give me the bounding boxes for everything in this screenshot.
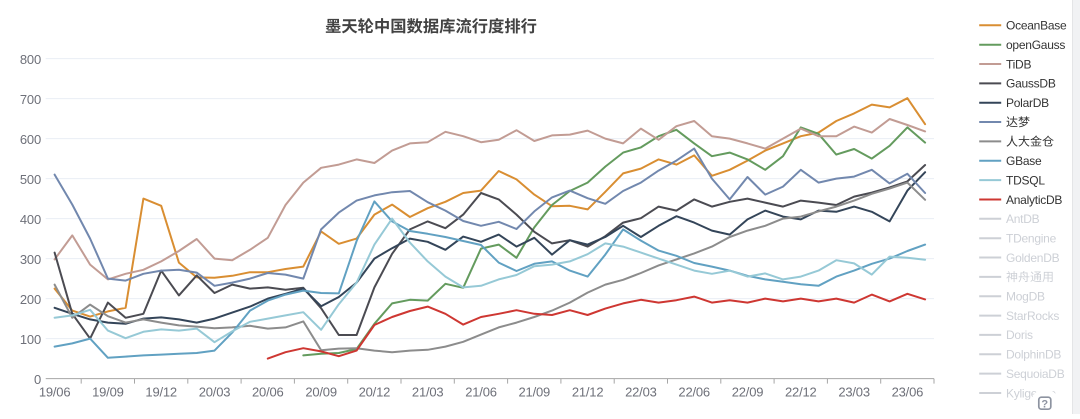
svg-text:openGauss: openGauss	[1006, 38, 1065, 52]
svg-text:OceanBase: OceanBase	[1006, 19, 1067, 33]
svg-text:600: 600	[20, 132, 41, 147]
svg-text:22/06: 22/06	[678, 385, 710, 400]
svg-text:21/09: 21/09	[519, 385, 551, 400]
svg-text:400: 400	[20, 212, 41, 227]
svg-text:19/06: 19/06	[39, 385, 71, 400]
svg-text:MogDB: MogDB	[1006, 290, 1045, 304]
svg-text:22/12: 22/12	[785, 385, 817, 400]
svg-text:23/03: 23/03	[838, 385, 870, 400]
svg-text:GaussDB: GaussDB	[1006, 77, 1056, 91]
svg-text:21/12: 21/12	[572, 385, 604, 400]
svg-text:AntDB: AntDB	[1006, 212, 1040, 226]
svg-text:700: 700	[20, 92, 41, 107]
svg-text:PolarDB: PolarDB	[1006, 96, 1049, 110]
svg-text:DolphinDB: DolphinDB	[1006, 348, 1061, 362]
svg-text:TDengine: TDengine	[1006, 232, 1057, 246]
svg-text:20/12: 20/12	[359, 385, 391, 400]
svg-text:23/06: 23/06	[892, 385, 924, 400]
svg-text:TiDB: TiDB	[1006, 57, 1031, 71]
svg-text:100: 100	[20, 332, 41, 347]
svg-text:GoldenDB: GoldenDB	[1006, 251, 1060, 265]
svg-text:22/03: 22/03	[625, 385, 657, 400]
svg-text:20/09: 20/09	[305, 385, 337, 400]
svg-text:21/03: 21/03	[412, 385, 444, 400]
svg-text:SequoiaDB: SequoiaDB	[1006, 367, 1065, 381]
svg-text:22/09: 22/09	[732, 385, 764, 400]
svg-text:19/12: 19/12	[145, 385, 177, 400]
svg-text:300: 300	[20, 252, 41, 267]
svg-text:TDSQL: TDSQL	[1006, 173, 1045, 187]
svg-text:500: 500	[20, 172, 41, 187]
svg-text:19/09: 19/09	[92, 385, 124, 400]
svg-text:Doris: Doris	[1006, 328, 1033, 342]
svg-text:GBase: GBase	[1006, 154, 1042, 168]
svg-text:800: 800	[20, 52, 41, 67]
svg-text:20/06: 20/06	[252, 385, 284, 400]
svg-text:20/03: 20/03	[199, 385, 231, 400]
svg-text:200: 200	[20, 292, 41, 307]
svg-text:StarRocks: StarRocks	[1006, 309, 1059, 323]
svg-text:AnalyticDB: AnalyticDB	[1006, 193, 1062, 207]
svg-text:21/06: 21/06	[465, 385, 497, 400]
svg-text:?: ?	[1041, 398, 1048, 410]
